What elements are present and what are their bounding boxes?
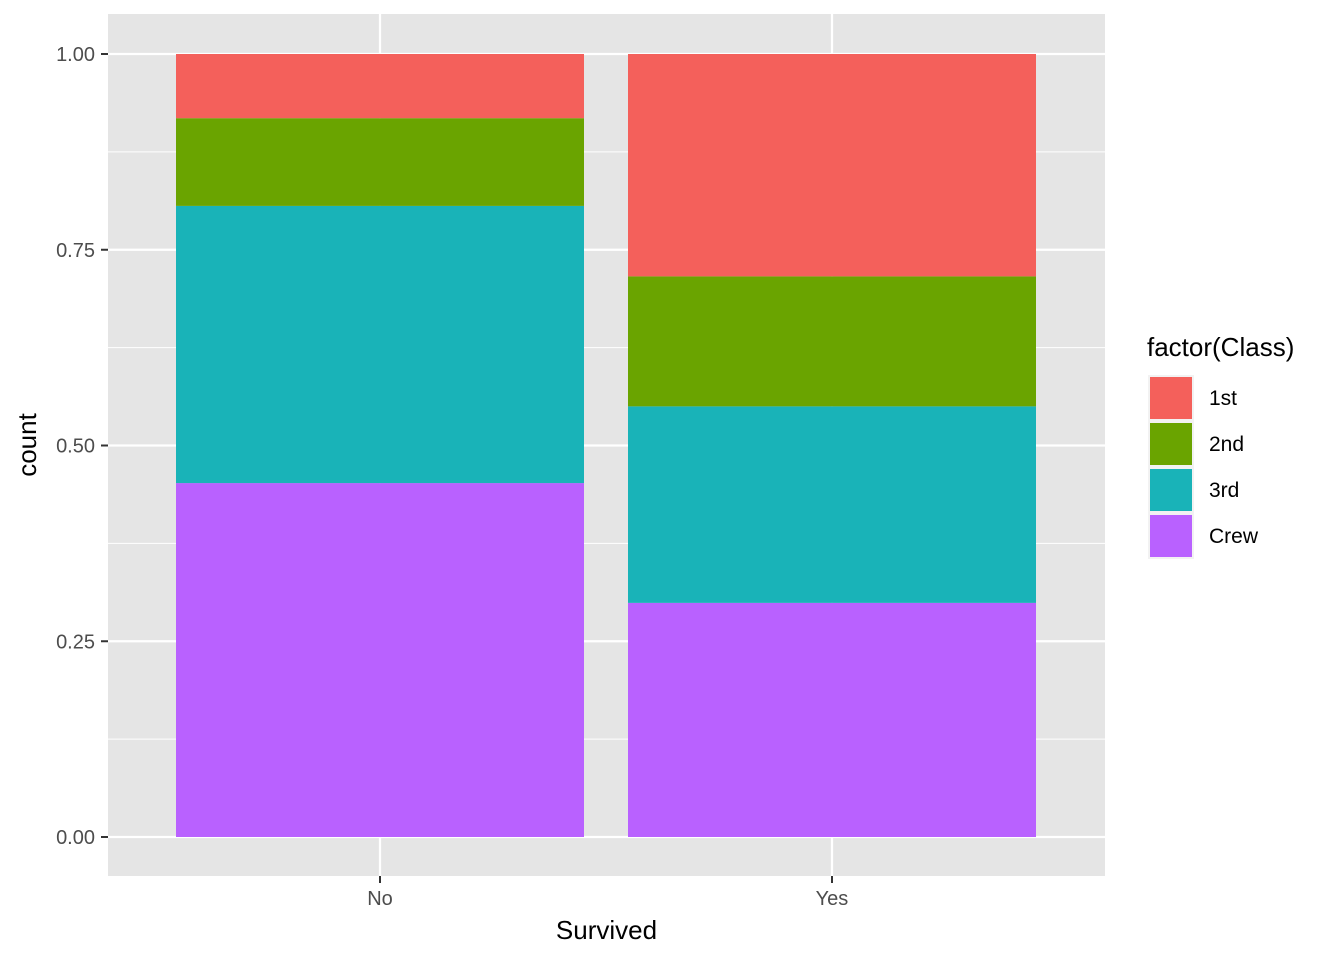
y-tick-label: 0.00 xyxy=(56,827,95,849)
legend-label-2nd: 2nd xyxy=(1209,433,1244,456)
legend-swatch-1st xyxy=(1150,377,1192,419)
x-tick-label: Yes xyxy=(816,888,849,910)
y-tick-label: 0.75 xyxy=(56,240,95,262)
legend-label-1st: 1st xyxy=(1209,387,1237,410)
bars xyxy=(176,54,1036,837)
legend: factor(Class) 1st 2nd 3rd Crew xyxy=(1147,332,1294,559)
x-axis: No Yes xyxy=(367,876,848,910)
bar-segment-yes-1st xyxy=(628,54,1036,277)
legend-label-crew: Crew xyxy=(1209,525,1259,548)
bar-segment-no-2nd xyxy=(176,118,584,206)
y-axis-title: count xyxy=(12,412,42,476)
legend-swatch-3rd xyxy=(1150,469,1192,511)
legend-label-3rd: 3rd xyxy=(1209,479,1239,502)
legend-swatch-crew xyxy=(1150,515,1192,557)
bar-segment-no-3rd xyxy=(176,205,584,484)
legend-swatch-2nd xyxy=(1150,423,1192,465)
bar-segment-no-crew xyxy=(176,483,584,837)
bar-segment-yes-3rd xyxy=(628,406,1036,603)
x-tick-label: No xyxy=(367,888,393,910)
x-axis-title: Survived xyxy=(556,915,657,945)
y-tick-label: 0.25 xyxy=(56,631,95,653)
legend-title: factor(Class) xyxy=(1147,332,1294,362)
y-tick-label: 0.50 xyxy=(56,436,95,458)
bar-segment-yes-2nd xyxy=(628,276,1036,407)
bar-segment-yes-crew xyxy=(628,602,1036,837)
y-tick-label: 1.00 xyxy=(56,44,95,66)
y-axis: 0.00 0.25 0.50 0.75 1.00 xyxy=(56,44,108,849)
bar-segment-no-1st xyxy=(176,54,584,119)
